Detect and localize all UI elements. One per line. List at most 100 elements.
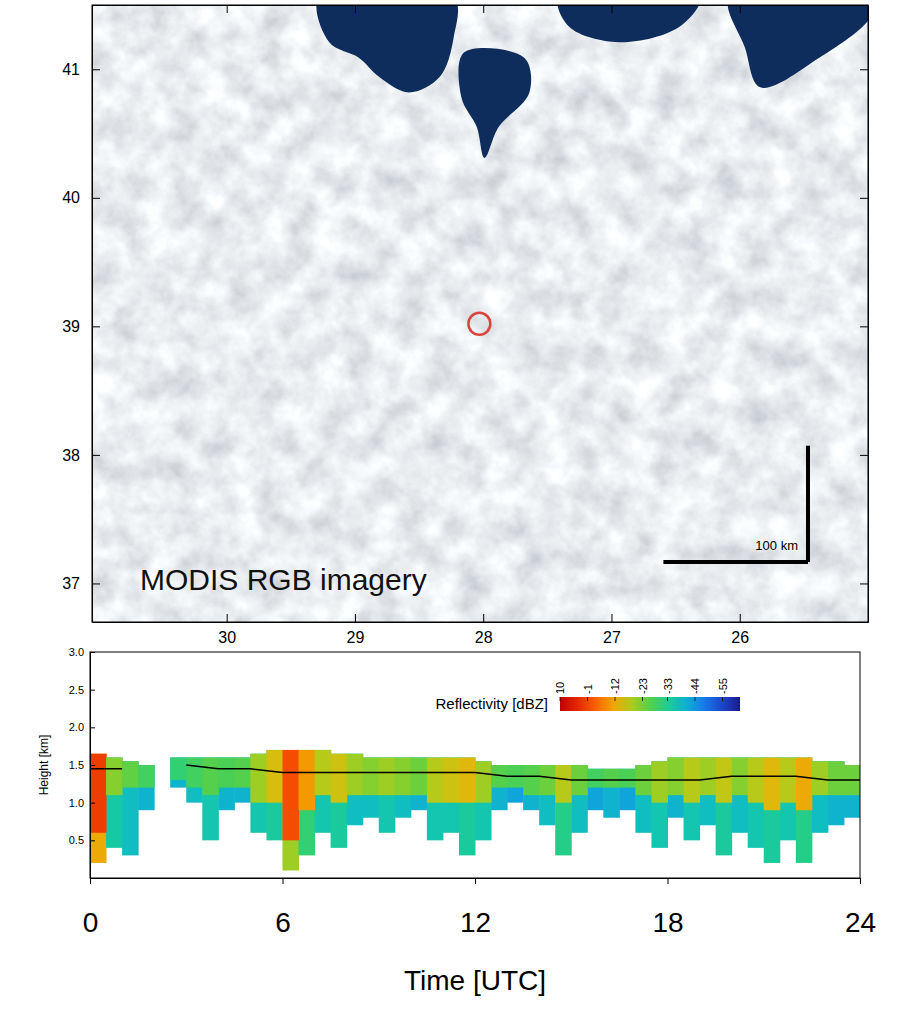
echo-column <box>619 769 636 810</box>
core-column <box>651 761 668 802</box>
core-column <box>395 757 412 795</box>
colorbar-tick-label: -44 <box>689 678 701 694</box>
colorbar-tick-label: -23 <box>637 678 649 694</box>
core-column <box>250 754 267 803</box>
tick-mark <box>860 69 868 70</box>
tick: 24 <box>845 878 876 938</box>
core-column <box>668 757 685 795</box>
colorbar-tick-label: -33 <box>662 678 674 694</box>
tick <box>355 5 356 13</box>
tick-mark <box>283 878 284 884</box>
echo-column <box>411 757 428 810</box>
axis: 0.5 1.0 1.5 2.0 2.5 3.0 <box>69 646 95 878</box>
tick-mark <box>355 5 356 13</box>
tick-label: 2.5 <box>69 684 84 696</box>
tick-label: 28 <box>475 629 493 646</box>
core-column <box>202 757 219 795</box>
tick: 26 <box>731 614 749 646</box>
tick: 29 <box>347 614 365 646</box>
echo-column <box>780 757 797 840</box>
tick-label: 24 <box>845 907 876 938</box>
tick: 41 <box>62 61 100 78</box>
echo-column <box>796 757 813 862</box>
tick <box>740 5 741 13</box>
tick-label: 0 <box>83 907 99 938</box>
tick-mark <box>611 5 612 13</box>
core-column <box>555 765 572 803</box>
tick-mark <box>740 5 741 13</box>
tick-mark <box>860 583 868 584</box>
axis: 3029282726 <box>93 614 869 646</box>
tick-mark <box>227 614 228 622</box>
echo-column <box>234 757 251 802</box>
tick: 2.0 <box>69 721 95 733</box>
tick-mark <box>90 690 95 691</box>
tick: 2.5 <box>69 684 95 696</box>
core-column <box>170 757 187 780</box>
tick-label: 1.5 <box>69 759 84 771</box>
core-column <box>475 761 492 802</box>
core-column <box>90 754 107 833</box>
plot-background <box>90 652 860 878</box>
tick-label: 37 <box>62 575 80 592</box>
tick-label: 18 <box>652 907 683 938</box>
axis-line <box>93 5 869 6</box>
axis-line <box>93 622 869 623</box>
tick-label: 0.5 <box>69 834 84 846</box>
echo-column <box>651 761 668 848</box>
tick: 40 <box>62 189 100 206</box>
tick-mark <box>92 455 100 456</box>
echo-column <box>250 754 267 833</box>
tick <box>227 5 228 13</box>
tick-mark <box>90 765 95 766</box>
axis-title: Height [km] <box>37 735 51 796</box>
tick-label: 3.0 <box>69 646 84 658</box>
colorbar-tick <box>722 697 723 701</box>
colorbar-title: Reflectivity [dBZ] <box>435 695 548 712</box>
tick: 38 <box>62 447 100 464</box>
axis <box>93 5 869 13</box>
core-column <box>459 757 476 802</box>
tick-label: 30 <box>218 629 236 646</box>
cloud-base-line <box>90 765 860 780</box>
core-column <box>106 757 123 795</box>
colorbar-tick <box>615 697 616 701</box>
echo-column <box>283 750 300 871</box>
colorbar-tick <box>695 697 696 701</box>
echo-column <box>266 750 283 840</box>
tick-mark <box>483 614 484 622</box>
echo-column <box>507 765 524 803</box>
core-column <box>716 757 733 802</box>
tick-mark <box>90 840 95 841</box>
tick-mark <box>92 583 100 584</box>
scale-bar <box>806 446 810 562</box>
core-column <box>122 761 139 787</box>
core-column <box>523 765 540 795</box>
tick <box>860 326 868 327</box>
scale-bar-label: 100 km <box>755 538 798 553</box>
core-column <box>218 757 235 787</box>
tick-mark <box>860 326 868 327</box>
tick-mark <box>92 69 100 70</box>
tick-mark <box>92 326 100 327</box>
tick-mark <box>483 5 484 13</box>
colorbar-tick <box>667 697 668 701</box>
core-column <box>299 750 316 810</box>
echo-column <box>395 757 412 817</box>
echo-column <box>218 757 235 810</box>
tick-label: 1.0 <box>69 797 84 809</box>
echo-column <box>315 750 332 833</box>
colorbar-tick-label: -12 <box>609 678 621 694</box>
tick <box>860 198 868 199</box>
echo-column <box>716 757 733 855</box>
tick: 0.5 <box>69 834 95 846</box>
echo-column <box>668 757 685 817</box>
core-column <box>283 750 300 840</box>
core-column <box>764 757 781 810</box>
echo-column <box>347 754 364 826</box>
tick-mark <box>611 614 612 622</box>
core-column <box>138 765 155 788</box>
echo-column <box>427 757 444 840</box>
clear-sky <box>557 5 700 42</box>
echo-column <box>748 757 765 847</box>
